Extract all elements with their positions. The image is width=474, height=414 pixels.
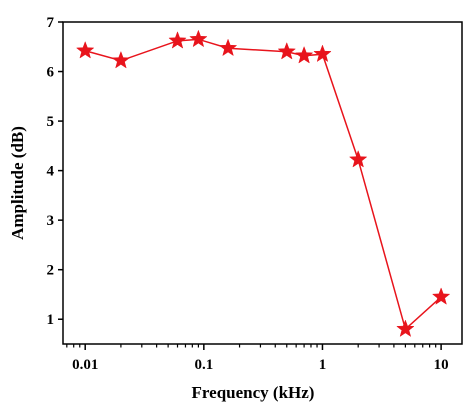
data-point-star [431,287,451,305]
data-point-star [313,44,332,63]
series-line [84,38,442,331]
data-point-star [396,319,415,337]
data-point-star [294,45,314,64]
plot-border [62,21,463,345]
x-tick-label: 10 [434,357,449,373]
x-axis: 0.01 0.1 1 10 [66,344,449,373]
y-tick-label: 3 [47,213,55,229]
x-tick-label: 0.1 [194,357,213,373]
data-point-star [189,29,208,48]
y-tick-label: 7 [47,15,55,31]
y-tick-label: 4 [47,164,55,180]
y-tick-label: 1 [47,312,55,328]
x-axis-title: Frequency (kHz) [192,383,315,402]
data-point-star [348,150,368,168]
data-point-star [277,42,296,60]
data-point-star [168,31,187,49]
data-point-star [75,41,95,59]
y-tick-label: 2 [47,263,55,279]
x-tick-label: 1 [319,357,327,373]
y-axis: 1 2 3 4 5 6 7 [47,15,63,328]
plot-frame [62,21,463,345]
y-tick-label: 6 [47,65,55,81]
y-tick-label: 5 [47,114,55,130]
data-point-star [111,50,131,69]
y-axis-title: Amplitude (dB) [8,126,27,240]
data-point-star [218,38,238,57]
x-tick-label: 0.01 [72,357,98,373]
series-layer [75,29,451,337]
